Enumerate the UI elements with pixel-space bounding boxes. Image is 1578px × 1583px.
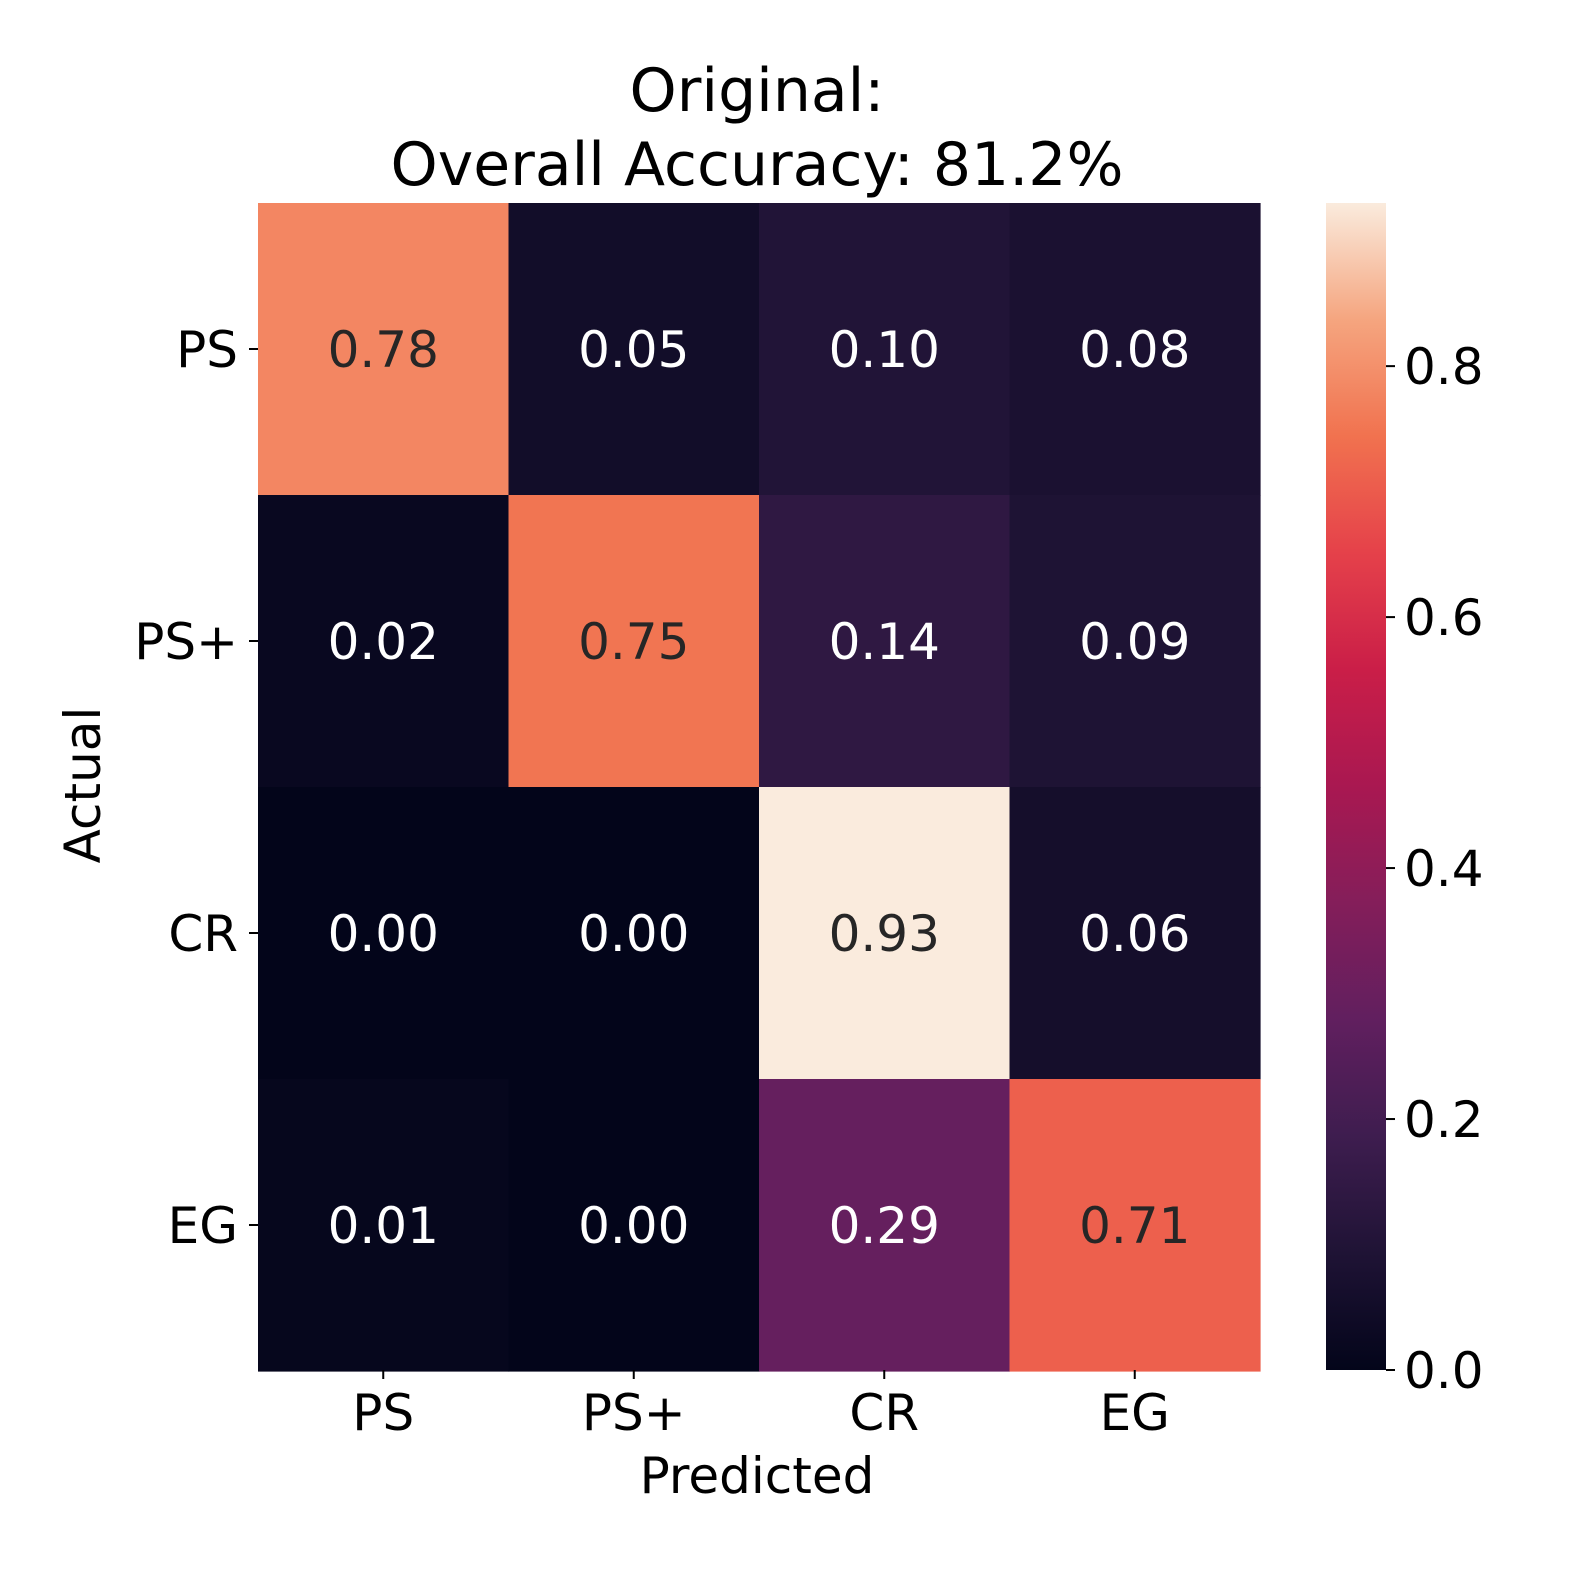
heatmap-cell bbox=[1009, 495, 1261, 788]
heatmap-cell bbox=[1009, 1079, 1261, 1372]
cell-value-label: 0.75 bbox=[578, 613, 689, 671]
heatmap-cell bbox=[1009, 787, 1261, 1080]
cell-value-label: 0.10 bbox=[829, 321, 940, 379]
x-tick-label: CR bbox=[849, 1384, 919, 1442]
heatmap-cell bbox=[759, 787, 1011, 1080]
heatmap-cell bbox=[1009, 203, 1261, 496]
cell-value-label: 0.00 bbox=[328, 905, 439, 963]
colorbar-tick-label: 0.4 bbox=[1404, 840, 1484, 898]
chart-title-line-2: Overall Accuracy: 81.2% bbox=[391, 130, 1124, 200]
cell-value-label: 0.01 bbox=[328, 1197, 439, 1255]
colorbar-tick-label: 0.0 bbox=[1404, 1342, 1484, 1400]
heatmap-cell bbox=[759, 203, 1011, 496]
y-tick-label: CR bbox=[168, 905, 238, 963]
heatmap-cell bbox=[508, 787, 760, 1080]
chart-title-line-1: Original: bbox=[630, 56, 885, 126]
cell-value-label: 0.08 bbox=[1079, 321, 1190, 379]
y-tick-label: EG bbox=[168, 1197, 238, 1255]
heatmap-cell bbox=[508, 495, 760, 788]
cell-value-label: 0.06 bbox=[1079, 905, 1190, 963]
heatmap-cells bbox=[258, 203, 1261, 1372]
heatmap-cell bbox=[508, 1079, 760, 1372]
heatmap-cell bbox=[759, 1079, 1011, 1372]
heatmap-cell bbox=[258, 787, 510, 1080]
y-axis-ticks: PS PS+ CR EG bbox=[134, 321, 258, 1255]
cell-value-label: 0.71 bbox=[1079, 1197, 1190, 1255]
heatmap-annotations: 0.78 0.05 0.10 0.08 0.02 0.75 0.14 0.09 0.00 0.00… bbox=[328, 321, 1191, 1255]
heatmap-cell bbox=[258, 1079, 510, 1372]
heatmap-cell bbox=[759, 495, 1011, 788]
heatmap-cell bbox=[508, 203, 760, 496]
colorbar-tick-label: 0.6 bbox=[1404, 589, 1484, 647]
cell-value-label: 0.00 bbox=[578, 905, 689, 963]
x-axis-label: Predicted bbox=[640, 1447, 875, 1505]
cell-value-label: 0.29 bbox=[829, 1197, 940, 1255]
y-tick-label: PS bbox=[176, 321, 238, 379]
cell-value-label: 0.05 bbox=[578, 321, 689, 379]
cell-value-label: 0.09 bbox=[1079, 613, 1190, 671]
colorbar-tick-label: 0.8 bbox=[1404, 338, 1484, 396]
y-tick-label: PS+ bbox=[134, 613, 238, 671]
x-tick-label: PS bbox=[352, 1384, 414, 1442]
x-axis-ticks: PS PS+ CR EG bbox=[352, 1370, 1170, 1442]
colorbar-ticks: 0.0 0.2 0.4 0.6 0.8 bbox=[1386, 338, 1484, 1400]
cell-value-label: 0.78 bbox=[328, 321, 439, 379]
heatmap-cell bbox=[258, 495, 510, 788]
x-tick-label: PS+ bbox=[582, 1384, 686, 1442]
cell-value-label: 0.00 bbox=[578, 1197, 689, 1255]
y-axis-label: Actual bbox=[54, 707, 112, 864]
heatmap-cell bbox=[258, 203, 510, 496]
colorbar bbox=[1326, 203, 1386, 1370]
cell-value-label: 0.14 bbox=[829, 613, 940, 671]
x-tick-label: EG bbox=[1100, 1384, 1170, 1442]
colorbar-tick-label: 0.2 bbox=[1404, 1091, 1484, 1149]
cell-value-label: 0.93 bbox=[829, 905, 940, 963]
cell-value-label: 0.02 bbox=[328, 613, 439, 671]
